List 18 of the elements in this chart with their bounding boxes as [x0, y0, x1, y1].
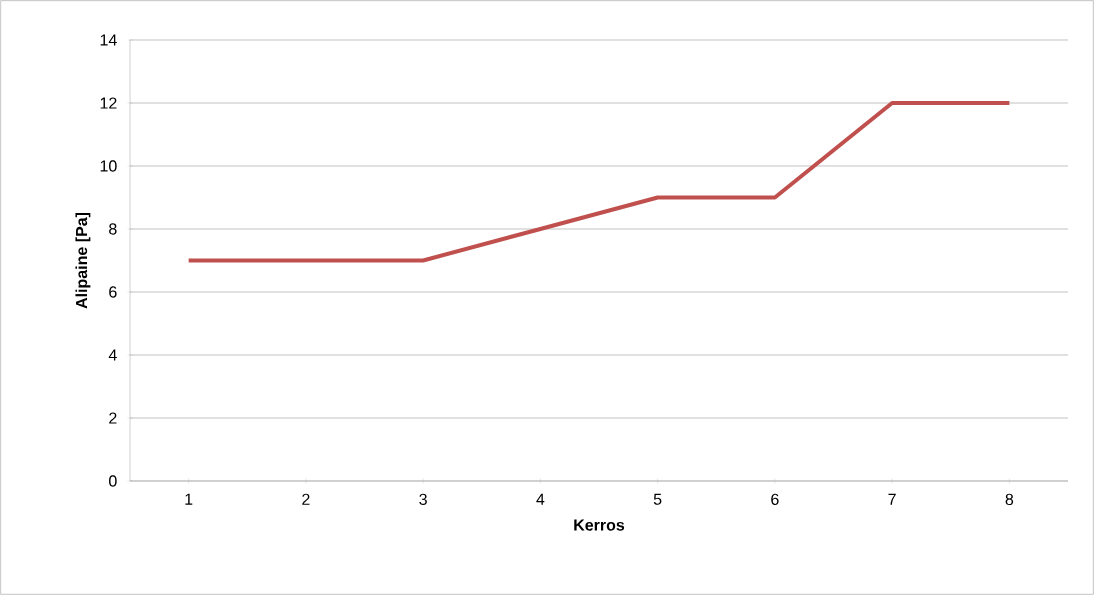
x-tick-label: 5 — [653, 493, 662, 505]
y-tick-label: 12 — [100, 97, 117, 109]
x-tick-label: 7 — [888, 493, 896, 505]
x-tick-label: 3 — [419, 493, 427, 506]
x-tick-label: 1 — [185, 493, 193, 505]
x-tick-label: 4 — [536, 493, 545, 505]
y-tick-label: 10 — [100, 160, 117, 172]
y-axis-title: Alipaine [Pa] — [75, 212, 91, 309]
y-tick-label: 6 — [109, 286, 117, 298]
x-axis-title: Kerros — [574, 519, 625, 531]
y-tick-label: 4 — [108, 349, 117, 361]
y-tick-label: 0 — [109, 475, 117, 487]
y-tick-label: 2 — [109, 412, 117, 424]
x-tick-label: 6 — [771, 493, 779, 506]
y-tick-label: 8 — [109, 223, 117, 235]
y-tick-label: 14 — [100, 34, 117, 46]
x-tick-label: 2 — [302, 493, 310, 505]
x-tick-label: 8 — [1005, 493, 1014, 506]
